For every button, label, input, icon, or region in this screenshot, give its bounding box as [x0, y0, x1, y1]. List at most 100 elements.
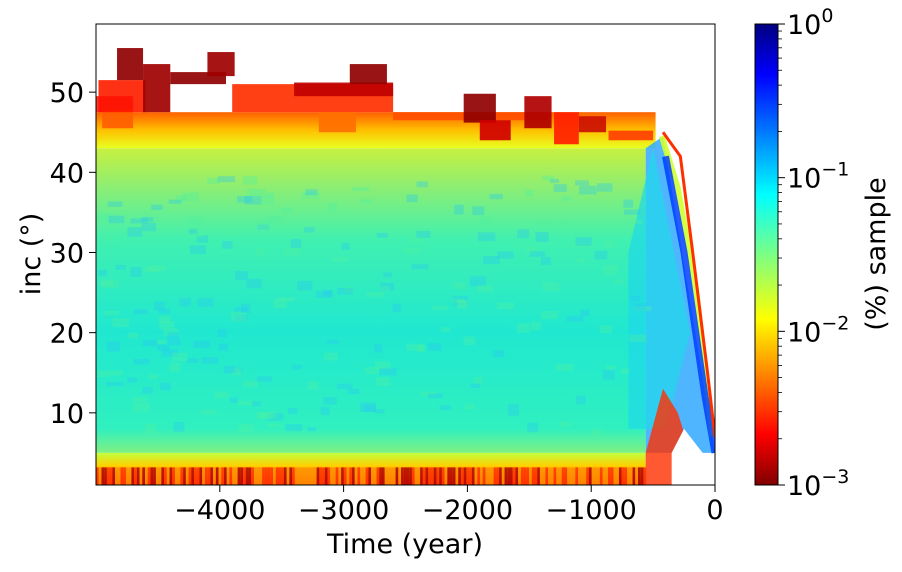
heatmap-speckle [599, 325, 612, 334]
heatmap-speckle [366, 292, 384, 297]
low-edge-stripe [357, 467, 361, 485]
heatmap-speckle [267, 423, 281, 428]
heatmap-speckle [483, 255, 500, 265]
low-edge-stripe [561, 467, 565, 485]
low-edge-stripe [610, 467, 614, 485]
heatmap-speckle [542, 175, 554, 181]
heatmap-speckle [242, 176, 258, 185]
heatmap-speckle [193, 340, 211, 348]
heatmap-speckle [624, 209, 641, 215]
low-edge-stripe [390, 467, 393, 485]
low-edge-stripe [196, 467, 200, 485]
low-edge-stripe [199, 467, 203, 485]
heatmap-speckle [284, 248, 301, 256]
heatmap-speckle [246, 278, 262, 289]
heatmap-speckle [559, 421, 571, 428]
low-edge-stripe [403, 467, 407, 485]
heatmap-speckle [549, 178, 559, 183]
heatmap-speckle [592, 428, 603, 436]
heatmap-speckle [169, 362, 181, 372]
low-edge-stripe [401, 467, 404, 485]
low-edge-stripe [469, 467, 472, 485]
low-edge-stripe [398, 467, 402, 485]
heatmap-speckle [453, 296, 468, 306]
low-edge-stripe [509, 467, 513, 485]
low-edge-stripe [106, 467, 110, 485]
colorbar-gradient [754, 23, 779, 486]
low-edge-stripe [395, 467, 399, 485]
low-edge-stripe [352, 467, 355, 485]
low-edge-stripe [507, 467, 510, 485]
heatmap-speckle [266, 413, 284, 421]
y-tick-label: 40 [50, 158, 84, 189]
heatmap-speckle [307, 427, 316, 432]
heatmap-speckle [188, 224, 203, 231]
heatmap-speckle [634, 302, 646, 311]
heatmap-speckle [288, 407, 298, 414]
heatmap-speckle [167, 332, 179, 339]
low-edge-stripe [174, 467, 178, 485]
low-edge-stripe [207, 467, 211, 485]
heatmap-speckle [130, 267, 142, 277]
top-sparse-patch [294, 82, 394, 97]
low-edge-stripe [136, 467, 140, 485]
low-edge-stripe [104, 467, 107, 485]
heatmap-speckle [281, 207, 293, 213]
heatmap-speckle [218, 343, 228, 351]
low-edge-stripe [166, 467, 170, 485]
heatmap-speckle [160, 382, 171, 391]
low-edge-stripe [305, 467, 309, 485]
heatmap-speckle [375, 361, 391, 370]
low-edge-stripe [240, 467, 244, 485]
heatmap-speckle [477, 285, 494, 293]
heatmap-speckle [262, 196, 275, 205]
low-edge-stripe [458, 467, 461, 485]
low-edge-stripe [578, 467, 581, 485]
heatmap-speckle [556, 221, 570, 229]
y-tick-label: 30 [50, 238, 84, 269]
heatmap-speckle [151, 204, 163, 210]
low-edge-stripe [158, 467, 162, 485]
low-edge-stripe [425, 467, 429, 485]
low-edge-stripe [420, 467, 423, 485]
heatmap-speckle [148, 374, 158, 380]
low-edge-stripe [569, 467, 573, 485]
top-sparse-patch [479, 120, 511, 141]
low-edge-stripe [433, 467, 437, 485]
colorbar-tick-label: 100 [787, 5, 833, 41]
heatmap-speckle [473, 377, 483, 384]
heatmap-speckle [187, 358, 199, 363]
heatmap-speckle [141, 216, 154, 222]
heatmap-speckle [508, 411, 520, 416]
heatmap-speckle [142, 387, 153, 394]
low-edge-stripe [123, 467, 126, 485]
low-edge-stripe [381, 467, 385, 485]
low-edge-stripe [597, 467, 600, 485]
low-edge-stripe [553, 467, 557, 485]
x-tick-label: 0 [706, 495, 723, 526]
heatmap-speckle [97, 370, 110, 377]
y-tick-label: 20 [50, 319, 84, 350]
low-edge-stripe [297, 467, 301, 485]
heatmap-speckle [489, 193, 503, 200]
heatmap-speckle [206, 177, 220, 184]
low-edge-stripe [311, 467, 314, 485]
low-edge-stripe [286, 467, 290, 485]
low-edge-stripe [450, 467, 453, 485]
heatmap-speckle [464, 404, 475, 410]
heatmap-speckle [144, 267, 159, 272]
low-edge-stripe [150, 467, 154, 485]
heatmap-speckle [594, 250, 608, 260]
heatmap-speckle [142, 340, 158, 347]
low-edge-stripe [185, 467, 189, 485]
heatmap-speckle [242, 380, 258, 388]
low-edge-stripe [477, 467, 481, 485]
low-edge-stripe [583, 467, 587, 485]
low-edge-stripe [262, 467, 265, 485]
low-edge-stripe [273, 467, 276, 485]
low-edge-stripe [368, 467, 372, 485]
heatmap-speckle [623, 199, 634, 208]
heatmap-speckle [157, 339, 166, 345]
low-edge-stripe [594, 467, 598, 485]
